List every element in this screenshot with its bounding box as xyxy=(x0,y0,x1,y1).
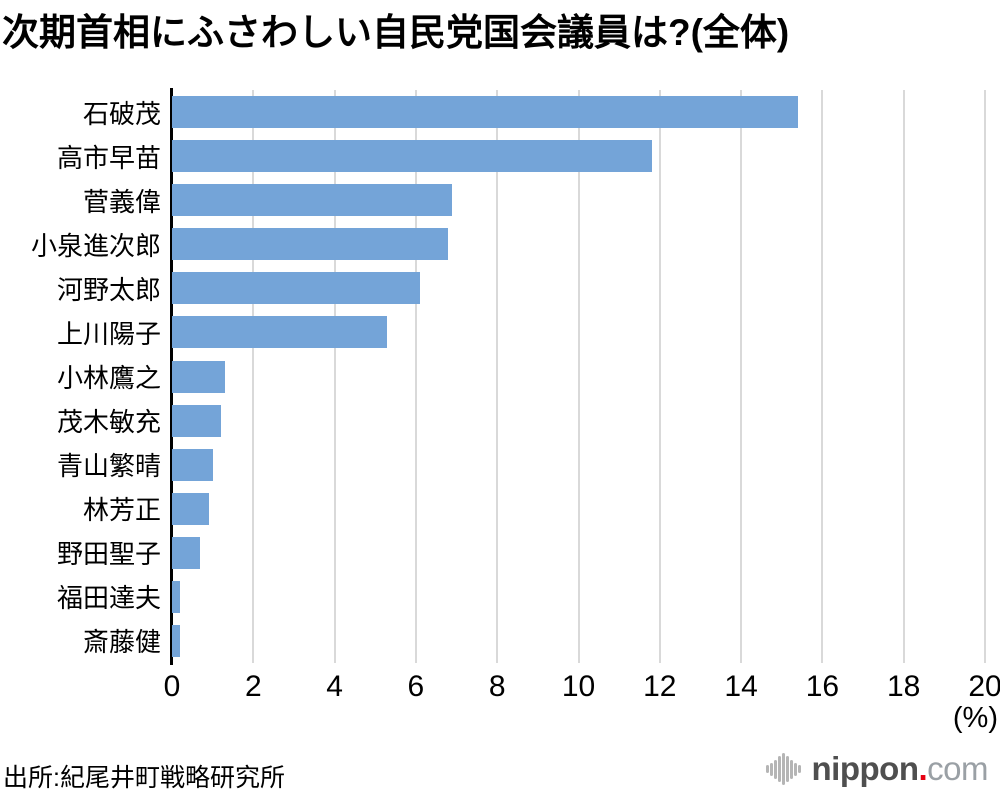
gridline xyxy=(496,90,499,663)
logo-brand-bold: nippon xyxy=(811,750,919,787)
gridline xyxy=(414,90,417,663)
gridline xyxy=(902,90,905,663)
bar xyxy=(172,536,201,569)
x-tick-label: 18 xyxy=(887,670,921,703)
bar xyxy=(172,492,209,525)
gridline xyxy=(984,90,986,663)
bar xyxy=(172,448,213,481)
gridline xyxy=(821,90,824,663)
bar xyxy=(172,272,420,305)
category-label: 小泉進次郎 xyxy=(30,230,161,261)
x-tick-label: 2 xyxy=(244,670,262,703)
plot-area: 0 2 4 6 8 10 12 14 16 18 20 xyxy=(164,88,1000,703)
category-label: 福田達夫 xyxy=(56,583,161,614)
bar xyxy=(172,360,225,393)
category-label: 斎藤健 xyxy=(82,627,161,658)
category-label: 茂木敏充 xyxy=(56,407,161,438)
category-label: 高市早苗 xyxy=(56,142,161,173)
bar xyxy=(172,96,798,129)
category-label: 林芳正 xyxy=(82,495,161,526)
bar xyxy=(172,580,181,613)
y-axis-line xyxy=(170,88,173,665)
x-tick-label: 14 xyxy=(724,670,758,703)
category-label: 野田聖子 xyxy=(56,539,161,570)
x-tick-label: 16 xyxy=(805,670,840,703)
gridline xyxy=(740,90,743,663)
category-label: 菅義偉 xyxy=(82,186,161,217)
x-tick-label: 8 xyxy=(488,670,506,703)
category-label: 青山繁晴 xyxy=(56,451,161,482)
source-label: 出所:紀尾井町戦略研究所 xyxy=(3,764,285,792)
x-tick-label: 12 xyxy=(643,670,677,703)
x-tick-label: 0 xyxy=(163,670,181,703)
bar xyxy=(172,140,652,173)
logo-red-dot: . xyxy=(918,750,928,787)
waveform-icon xyxy=(765,752,802,786)
nippon-logo: nippon.com xyxy=(765,746,989,792)
bar xyxy=(172,184,453,217)
logo-wordmark: nippon.com xyxy=(811,750,989,788)
category-label: 石破茂 xyxy=(82,98,161,129)
bar xyxy=(172,316,388,349)
x-tick-label: 10 xyxy=(561,670,596,703)
chart-title: 次期首相にふさわしい自民党国会議員は?(全体) xyxy=(2,12,790,53)
gridline xyxy=(577,90,580,663)
x-tick-label: 20 xyxy=(968,670,1000,703)
x-tick-label: 4 xyxy=(326,670,343,703)
x-tick-label: 6 xyxy=(407,670,425,703)
bar xyxy=(172,228,449,261)
gridline xyxy=(252,90,255,663)
logo-brand-light: com xyxy=(927,750,988,787)
bar xyxy=(172,624,181,657)
gridline xyxy=(333,90,336,663)
category-label: 河野太郎 xyxy=(56,274,161,305)
category-label: 上川陽子 xyxy=(56,318,161,349)
bar xyxy=(172,404,221,437)
category-label: 小林鷹之 xyxy=(56,362,161,393)
axis-unit-label: (%) xyxy=(952,702,998,734)
gridline xyxy=(658,90,661,663)
category-labels: 石破茂高市早苗菅義偉小泉進次郎河野太郎上川陽子小林鷹之茂木敏充青山繁晴林芳正野田… xyxy=(0,90,161,663)
